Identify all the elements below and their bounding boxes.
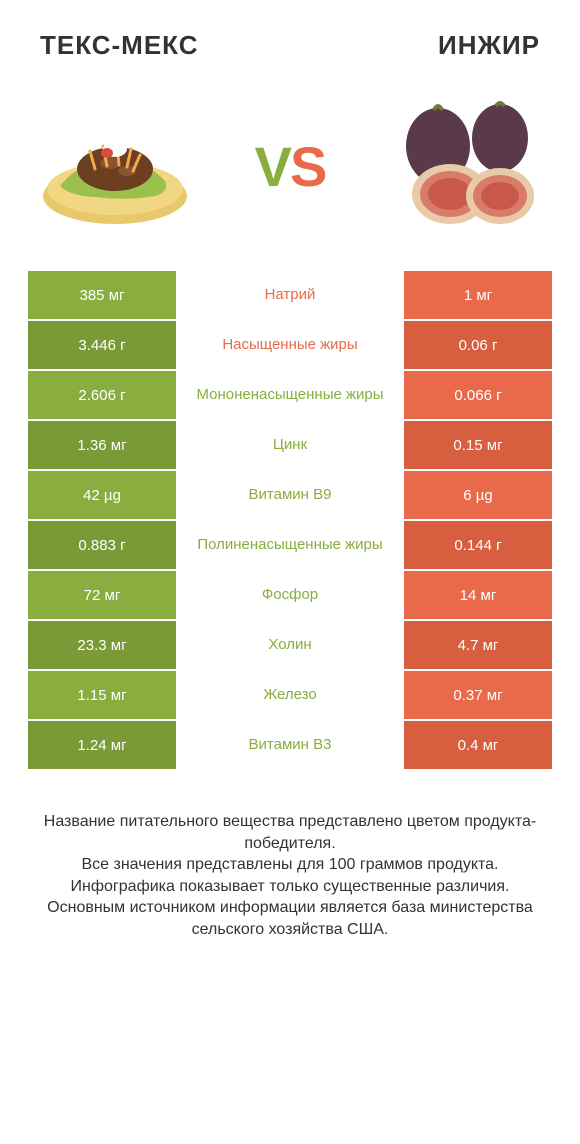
table-row: 1.24 мгВитамин B30.4 мг xyxy=(28,721,552,771)
fig-image xyxy=(380,91,550,241)
nutrient-label: Витамин B9 xyxy=(176,471,404,519)
left-value: 385 мг xyxy=(28,271,176,319)
nutrient-label: Цинк xyxy=(176,421,404,469)
right-value: 14 мг xyxy=(404,571,552,619)
nutrient-label: Насыщенные жиры xyxy=(176,321,404,369)
right-value: 0.15 мг xyxy=(404,421,552,469)
left-value: 3.446 г xyxy=(28,321,176,369)
table-row: 0.883 гПолиненасыщенные жиры0.144 г xyxy=(28,521,552,571)
left-value: 1.24 мг xyxy=(28,721,176,769)
table-row: 72 мгФосфор14 мг xyxy=(28,571,552,621)
right-food-title: ИНЖИР xyxy=(438,30,540,61)
footer-notes: Название питательного вещества представл… xyxy=(0,771,580,941)
nutrient-label: Холин xyxy=(176,621,404,669)
hero-row: VS xyxy=(0,71,580,271)
table-row: 1.36 мгЦинк0.15 мг xyxy=(28,421,552,471)
right-value: 0.066 г xyxy=(404,371,552,419)
header: ТЕКС-МЕКС ИНЖИР xyxy=(0,0,580,71)
table-row: 42 µgВитамин B96 µg xyxy=(28,471,552,521)
left-value: 2.606 г xyxy=(28,371,176,419)
left-value: 1.15 мг xyxy=(28,671,176,719)
footer-line: Название питательного вещества представл… xyxy=(30,811,550,854)
nutrient-label: Мононенасыщенные жиры xyxy=(176,371,404,419)
right-value: 0.4 мг xyxy=(404,721,552,769)
table-row: 2.606 гМононенасыщенные жиры0.066 г xyxy=(28,371,552,421)
table-row: 385 мгНатрий1 мг xyxy=(28,271,552,321)
table-row: 1.15 мгЖелезо0.37 мг xyxy=(28,671,552,721)
left-value: 23.3 мг xyxy=(28,621,176,669)
right-value: 4.7 мг xyxy=(404,621,552,669)
footer-line: Основным источником информации является … xyxy=(30,897,550,940)
footer-line: Все значения представлены для 100 граммо… xyxy=(30,854,550,876)
vs-label: VS xyxy=(255,134,326,199)
left-value: 1.36 мг xyxy=(28,421,176,469)
left-value: 0.883 г xyxy=(28,521,176,569)
nutrient-label: Полиненасыщенные жиры xyxy=(176,521,404,569)
right-value: 0.144 г xyxy=(404,521,552,569)
table-row: 23.3 мгХолин4.7 мг xyxy=(28,621,552,671)
right-value: 0.06 г xyxy=(404,321,552,369)
table-row: 3.446 гНасыщенные жиры0.06 г xyxy=(28,321,552,371)
right-value: 0.37 мг xyxy=(404,671,552,719)
nutrient-label: Натрий xyxy=(176,271,404,319)
nutrient-label: Фосфор xyxy=(176,571,404,619)
comparison-table: 385 мгНатрий1 мг3.446 гНасыщенные жиры0.… xyxy=(0,271,580,771)
nutrient-label: Железо xyxy=(176,671,404,719)
vs-v: V xyxy=(255,135,290,198)
left-food-title: ТЕКС-МЕКС xyxy=(40,30,199,61)
left-value: 72 мг xyxy=(28,571,176,619)
vs-s: S xyxy=(290,135,325,198)
nutrient-label: Витамин B3 xyxy=(176,721,404,769)
right-value: 1 мг xyxy=(404,271,552,319)
taco-image xyxy=(30,91,200,241)
right-value: 6 µg xyxy=(404,471,552,519)
footer-line: Инфографика показывает только существенн… xyxy=(30,876,550,898)
left-value: 42 µg xyxy=(28,471,176,519)
